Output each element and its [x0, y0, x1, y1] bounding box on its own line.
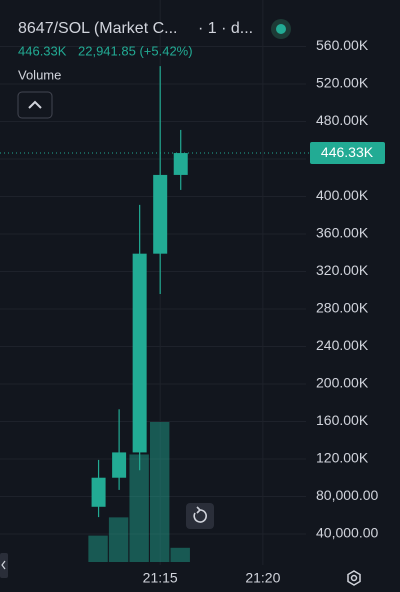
collapse-button-frame[interactable]: [17, 91, 53, 119]
volume-label: Volume: [18, 67, 61, 82]
settings-icon-center: [350, 574, 358, 582]
y-tick-label: 80,000.00: [316, 487, 378, 503]
candle-body: [112, 452, 127, 478]
volume-bar: [149, 422, 170, 562]
y-tick-label: 120.00K: [316, 450, 369, 466]
reset-icon: [193, 509, 207, 523]
settings-icon[interactable]: [347, 570, 361, 586]
side-tab[interactable]: [0, 553, 8, 578]
reset-button-frame[interactable]: [186, 503, 214, 529]
y-tick-label: 360.00K: [316, 225, 369, 241]
settings-button[interactable]: [347, 570, 361, 586]
y-tick-label: 200.00K: [316, 375, 369, 391]
labels: 40,000.00 80,000.00 120.00K 160.00K 200.00K 2…: [143, 37, 385, 586]
y-tick-label: 400.00K: [316, 187, 369, 203]
last-price-box: [310, 142, 385, 165]
y-tick-label: 160.00K: [316, 412, 369, 428]
candle-body: [132, 253, 147, 453]
reset-button[interactable]: [186, 503, 214, 529]
volume-bar: [108, 517, 129, 562]
header-change: 22,941.85 (+5.42%): [78, 43, 193, 58]
candle-body: [173, 153, 188, 175]
candle-body: [91, 477, 106, 507]
x-tick-label: 21:15: [143, 570, 178, 586]
last-price-label: 446.33K: [321, 144, 374, 160]
collapse-button[interactable]: [17, 91, 53, 119]
interval: · 1 · d...: [198, 20, 253, 37]
collapse-icon: [28, 100, 42, 109]
x-tick-label: 21:20: [245, 570, 280, 586]
candle-body: [153, 174, 168, 254]
y-tick-label: 320.00K: [316, 262, 369, 278]
marks: [0, 66, 310, 562]
volume-bar: [88, 535, 108, 562]
y-tick-label: 560.00K: [316, 37, 369, 53]
volume-bar: [170, 547, 190, 562]
y-tick-label: 40,000.00: [316, 525, 378, 541]
y-tick-label: 240.00K: [316, 337, 369, 353]
chart-title: 8647/SOL (Market C...: [18, 20, 177, 37]
volume-bar: [129, 454, 149, 562]
header-price: 446.33K: [18, 43, 67, 58]
y-tick-label: 520.00K: [316, 75, 369, 91]
status-dot: [276, 24, 286, 34]
y-tick-label: 480.00K: [316, 112, 369, 128]
side-tab-icon: [1, 560, 6, 570]
reset-icon-arrow: [196, 506, 202, 514]
y-tick-label: 280.00K: [316, 300, 369, 316]
